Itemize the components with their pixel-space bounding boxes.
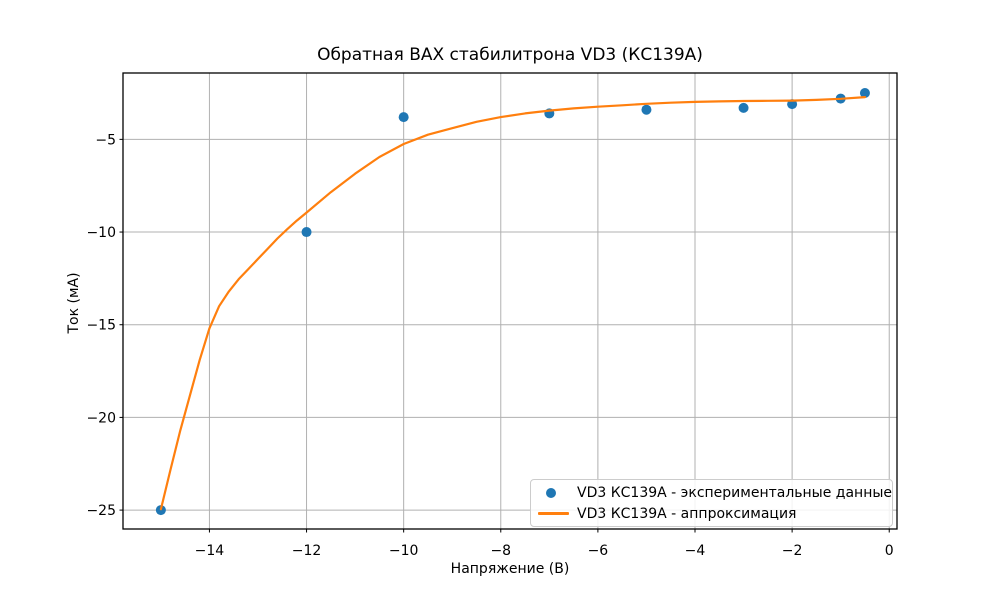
plot-frame <box>122 72 898 530</box>
legend-handle <box>531 487 577 498</box>
x-tick-label: −10 <box>389 543 419 559</box>
y-tick-label: −5 <box>95 132 116 148</box>
x-tick-label: −2 <box>782 543 803 559</box>
y-tick-label: −15 <box>86 318 116 334</box>
experimental-data-point <box>738 102 749 113</box>
x-tick-label: 0 <box>885 543 894 559</box>
legend-entry-approximation: VD3 КС139А - аппроксимация <box>531 503 892 524</box>
experimental-data-point <box>859 88 870 99</box>
y-tick-label: −20 <box>86 410 116 426</box>
chart-title: Обратная ВАХ стабилитрона VD3 (КС139А) <box>317 45 703 65</box>
x-axis-label: Напряжение (В) <box>450 561 570 577</box>
legend-entry-experimental-label: VD3 КС139А - экспериментальные данные <box>577 484 893 501</box>
experimental-data-point <box>301 227 312 238</box>
legend-marker-line-icon <box>538 512 569 515</box>
x-tick-label: −6 <box>588 543 609 559</box>
experimental-data-point <box>641 104 652 115</box>
legend: VD3 КС139А - экспериментальные данные VD… <box>530 479 893 527</box>
legend-marker-dot-icon <box>546 487 556 498</box>
x-tick-label: −8 <box>490 543 511 559</box>
legend-entry-approximation-label: VD3 КС139А - аппроксимация <box>577 505 797 522</box>
x-tick-label: −14 <box>195 543 225 559</box>
experimental-data-point <box>398 112 409 123</box>
legend-handle <box>531 512 577 515</box>
y-axis-label: Ток (мА) <box>66 272 82 334</box>
x-tick-label: −4 <box>685 543 706 559</box>
x-tick-label: −12 <box>292 543 322 559</box>
approximation-curve <box>159 96 867 511</box>
y-tick-label: −25 <box>86 503 116 519</box>
legend-entry-experimental: VD3 КС139А - экспериментальные данные <box>531 482 892 503</box>
y-tick-label: −10 <box>86 225 116 241</box>
